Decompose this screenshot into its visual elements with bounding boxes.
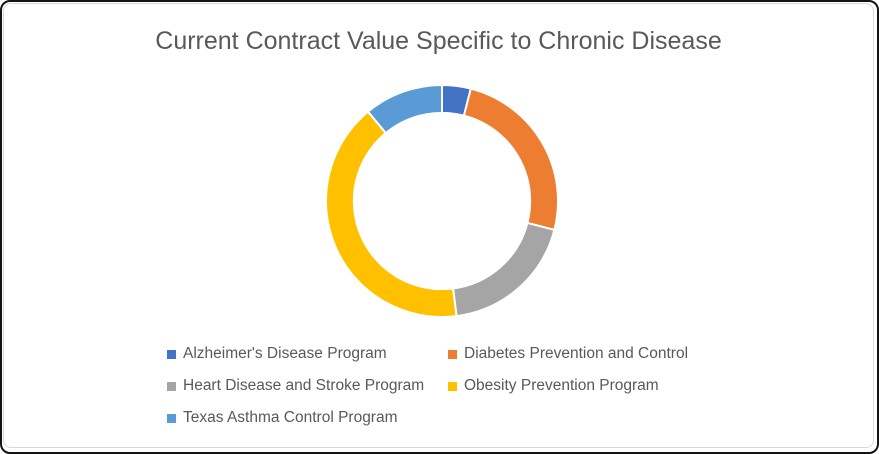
chart-title: Current Contract Value Specific to Chron… bbox=[155, 27, 722, 55]
chart-plot-area: Current Contract Value Specific to Chron… bbox=[3, 3, 874, 448]
donut-chart-container bbox=[321, 80, 563, 322]
legend-label-texas-asthma: Texas Asthma Control Program bbox=[183, 409, 398, 426]
legend-label-alzheimers: Alzheimer's Disease Program bbox=[183, 345, 387, 362]
legend-marker-obesity-icon bbox=[448, 381, 457, 391]
legend-label-obesity: Obesity Prevention Program bbox=[464, 377, 659, 394]
chart-legend: Alzheimer's Disease Program Diabetes Pre… bbox=[167, 345, 752, 427]
legend-item-diabetes: Diabetes Prevention and Control bbox=[448, 345, 748, 363]
donut-segment-1 bbox=[462, 87, 559, 232]
donut-segment-3 bbox=[325, 110, 458, 318]
legend-item-texas-asthma: Texas Asthma Control Program bbox=[167, 409, 448, 427]
donut-segment-4 bbox=[366, 83, 443, 135]
legend-label-diabetes: Diabetes Prevention and Control bbox=[464, 345, 689, 362]
legend-item-heart-disease: Heart Disease and Stroke Program bbox=[167, 377, 448, 395]
legend-marker-alzheimers-icon bbox=[167, 349, 176, 359]
legend-marker-texas-asthma-icon bbox=[167, 413, 176, 423]
legend-marker-heart-disease-icon bbox=[167, 381, 176, 391]
legend-item-obesity: Obesity Prevention Program bbox=[448, 377, 748, 395]
legend-marker-diabetes-icon bbox=[448, 349, 457, 359]
legend-item-alzheimers: Alzheimer's Disease Program bbox=[167, 345, 448, 363]
donut-segment-2 bbox=[451, 221, 556, 318]
donut-chart bbox=[325, 83, 559, 318]
legend-label-heart-disease: Heart Disease and Stroke Program bbox=[183, 377, 425, 394]
